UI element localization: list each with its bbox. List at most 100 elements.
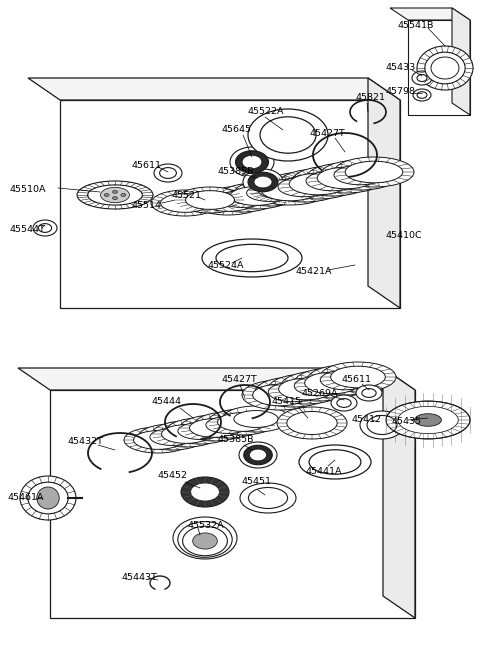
Ellipse shape <box>230 147 274 177</box>
Text: 45451: 45451 <box>242 477 272 487</box>
Ellipse shape <box>250 449 266 461</box>
Text: 45611: 45611 <box>342 375 372 384</box>
Ellipse shape <box>88 185 143 205</box>
Polygon shape <box>368 78 400 308</box>
Ellipse shape <box>258 181 310 199</box>
Ellipse shape <box>334 157 414 187</box>
Ellipse shape <box>218 191 265 208</box>
Ellipse shape <box>178 422 222 440</box>
Ellipse shape <box>276 171 348 197</box>
Ellipse shape <box>320 370 370 390</box>
Ellipse shape <box>262 174 334 200</box>
Ellipse shape <box>234 180 306 206</box>
Ellipse shape <box>281 371 357 401</box>
Text: 45427T: 45427T <box>222 375 258 384</box>
Ellipse shape <box>255 377 331 407</box>
Ellipse shape <box>331 395 357 411</box>
Ellipse shape <box>268 383 318 402</box>
Ellipse shape <box>360 411 404 439</box>
Text: 45410C: 45410C <box>385 231 421 240</box>
Ellipse shape <box>220 183 292 209</box>
Ellipse shape <box>239 442 277 468</box>
Ellipse shape <box>242 155 262 169</box>
Ellipse shape <box>20 476 76 520</box>
Ellipse shape <box>185 191 234 210</box>
Ellipse shape <box>287 411 337 434</box>
Ellipse shape <box>417 46 473 90</box>
Ellipse shape <box>247 185 293 202</box>
Ellipse shape <box>299 445 371 479</box>
Ellipse shape <box>431 57 459 79</box>
Text: 45541B: 45541B <box>398 20 434 29</box>
Ellipse shape <box>176 187 244 213</box>
Ellipse shape <box>159 168 177 178</box>
Ellipse shape <box>417 75 427 81</box>
Ellipse shape <box>386 401 470 439</box>
Ellipse shape <box>306 171 358 191</box>
Ellipse shape <box>309 450 361 474</box>
Ellipse shape <box>398 406 458 434</box>
Ellipse shape <box>264 172 344 202</box>
Ellipse shape <box>248 177 320 203</box>
Ellipse shape <box>182 527 228 555</box>
Text: 45510A: 45510A <box>10 185 47 195</box>
Ellipse shape <box>192 533 217 549</box>
Ellipse shape <box>268 374 344 404</box>
Ellipse shape <box>38 223 52 233</box>
Text: 45433: 45433 <box>385 64 415 73</box>
Ellipse shape <box>192 189 264 215</box>
Ellipse shape <box>202 239 302 277</box>
Text: 45544T: 45544T <box>10 225 46 234</box>
Ellipse shape <box>317 167 375 189</box>
Ellipse shape <box>121 193 126 196</box>
Text: 45821: 45821 <box>355 94 385 102</box>
Text: 45532A: 45532A <box>188 521 225 529</box>
Ellipse shape <box>33 220 57 236</box>
Ellipse shape <box>202 193 254 212</box>
Text: 45514: 45514 <box>132 200 162 210</box>
Ellipse shape <box>260 117 316 153</box>
Ellipse shape <box>112 196 118 200</box>
Ellipse shape <box>133 430 182 449</box>
Polygon shape <box>18 368 415 390</box>
Polygon shape <box>50 390 415 618</box>
Ellipse shape <box>294 376 344 396</box>
Ellipse shape <box>166 418 234 444</box>
Ellipse shape <box>345 161 403 183</box>
Ellipse shape <box>275 179 322 195</box>
Ellipse shape <box>292 166 372 196</box>
Ellipse shape <box>307 365 383 395</box>
Text: 45432T: 45432T <box>68 438 104 447</box>
Ellipse shape <box>190 419 239 438</box>
Ellipse shape <box>240 483 296 513</box>
Text: 45443T: 45443T <box>122 574 158 582</box>
Text: 45522A: 45522A <box>248 107 285 117</box>
Text: 45385B: 45385B <box>218 168 254 176</box>
Ellipse shape <box>356 385 382 401</box>
Text: 45645: 45645 <box>222 126 252 134</box>
Text: 45461A: 45461A <box>8 493 45 502</box>
Text: 45521: 45521 <box>172 191 202 200</box>
Ellipse shape <box>206 417 250 434</box>
Ellipse shape <box>320 362 396 392</box>
Text: 45444: 45444 <box>152 398 182 407</box>
Ellipse shape <box>331 366 385 388</box>
Text: 45269A: 45269A <box>302 388 338 398</box>
Ellipse shape <box>248 172 278 192</box>
Ellipse shape <box>150 428 194 445</box>
Text: 45385B: 45385B <box>218 436 254 445</box>
Text: 45611: 45611 <box>132 160 162 170</box>
Polygon shape <box>390 8 470 20</box>
Ellipse shape <box>261 179 319 201</box>
Ellipse shape <box>194 412 262 438</box>
Ellipse shape <box>208 409 276 435</box>
Text: 45415: 45415 <box>272 398 302 407</box>
Ellipse shape <box>230 187 282 206</box>
Ellipse shape <box>37 487 59 509</box>
Ellipse shape <box>154 164 182 182</box>
Ellipse shape <box>362 388 376 398</box>
Ellipse shape <box>77 181 153 209</box>
Ellipse shape <box>243 169 283 195</box>
Ellipse shape <box>242 380 318 410</box>
Ellipse shape <box>278 169 358 199</box>
